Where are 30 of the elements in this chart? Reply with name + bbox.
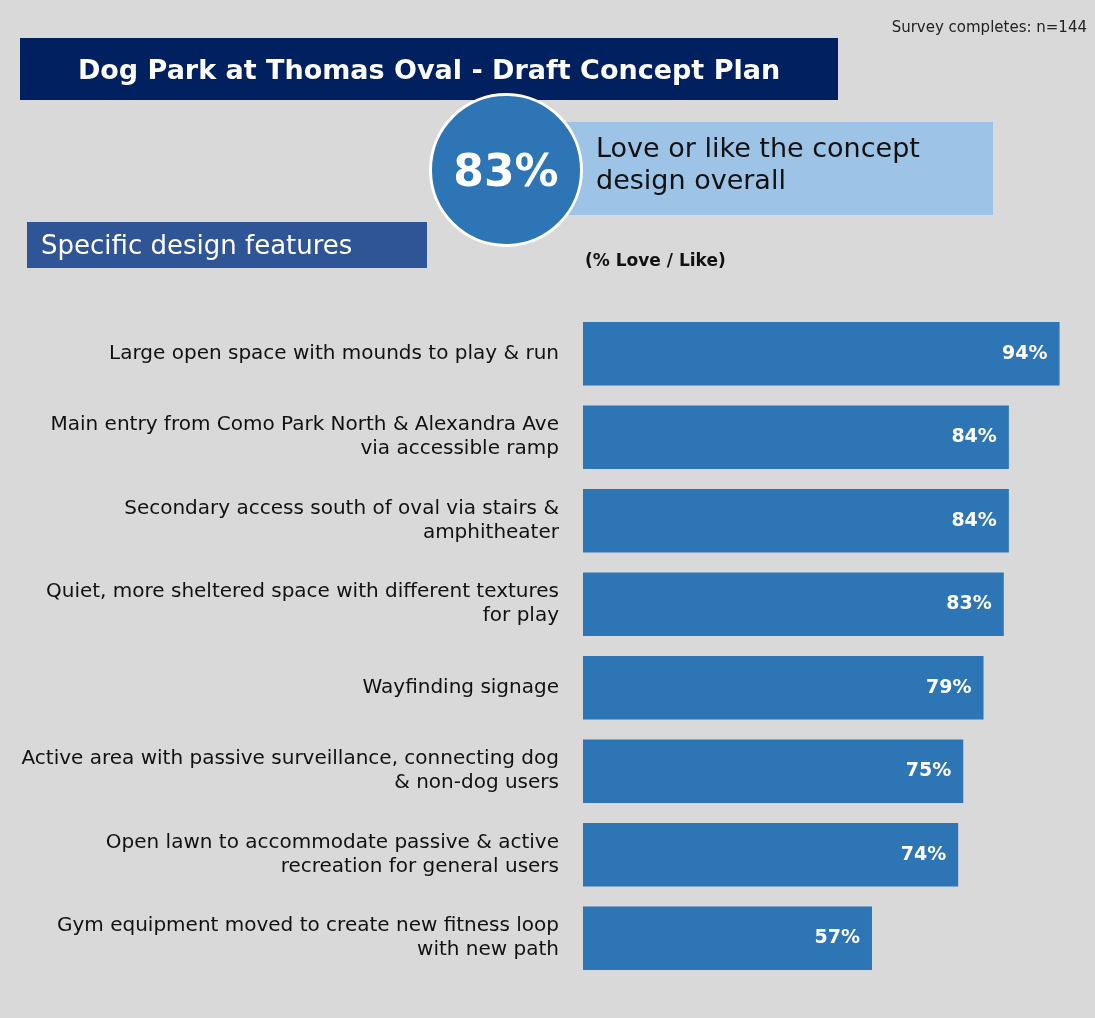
text: Specific design features <box>27 222 427 268</box>
data-label: 74% <box>900 841 947 864</box>
bar <box>583 322 1060 386</box>
bar <box>583 656 984 720</box>
data-label: 84% <box>951 507 997 530</box>
text: Survey completes: n=144 <box>891 18 1087 36</box>
data-label: 83% <box>946 591 992 614</box>
y-tick-label: Open lawn to accommodate passive & active recreation for general users <box>105 828 559 877</box>
x-axis-title: (% Love / Like) <box>585 250 726 270</box>
y-tick-label: Quiet, more sheltered space with different textures for play <box>45 578 560 627</box>
bar <box>583 823 959 887</box>
bar <box>583 489 1009 553</box>
y-tick-label: Active area with passive surveillance, connecting dog & non-dog users <box>21 745 559 794</box>
y-tick-label: Secondary access south of oval via stairs & amphitheater <box>124 494 560 543</box>
y-tick-label: Wayfinding signage <box>362 673 559 698</box>
data-label: 84% <box>951 424 997 447</box>
text: Love or like the concept design overall <box>560 122 993 215</box>
data-label: 75% <box>905 758 952 781</box>
text: 83% <box>429 93 583 247</box>
y-tick-label: Gym equipment moved to create new fitness loop with new path <box>57 912 559 961</box>
data-label: 94% <box>1002 340 1048 363</box>
chart-title: Dog Park at Thomas Oval - Draft Concept Plan <box>20 38 838 100</box>
bar <box>583 405 1009 469</box>
bar <box>583 906 872 970</box>
y-tick-label: Large open space with mounds to play & run <box>109 339 559 364</box>
bar <box>583 572 1004 636</box>
data-label: 57% <box>814 925 860 948</box>
bar <box>583 739 964 803</box>
y-tick-label: Main entry from Como Park North & Alexandra Ave via accessible ramp <box>50 411 559 460</box>
data-label: 79% <box>926 674 972 697</box>
